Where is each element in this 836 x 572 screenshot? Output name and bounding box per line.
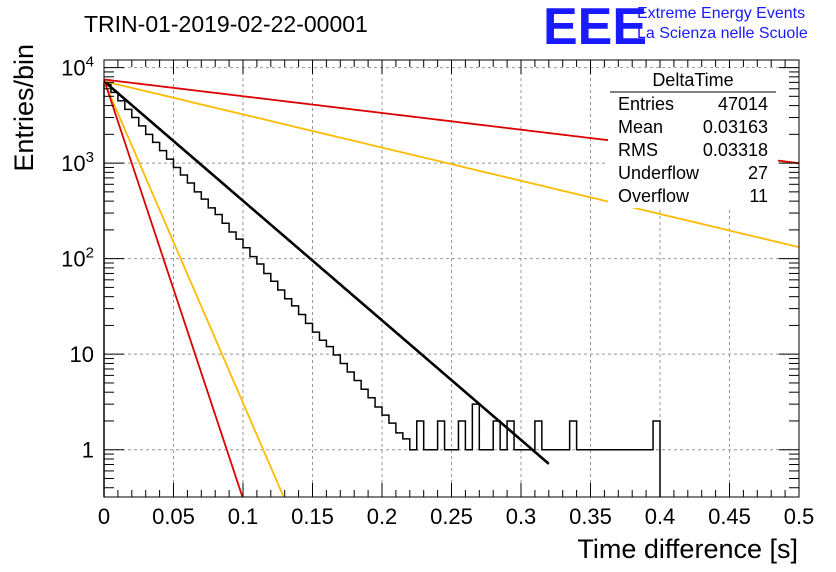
fit-curve-upper-orange (103, 80, 800, 249)
fit-curve-lower-orange (103, 80, 285, 497)
x-tick-label: 0.5 (784, 504, 815, 529)
x-tick-label: 0.1 (228, 504, 259, 529)
stats-box-bg (608, 68, 778, 208)
x-tick-label: 0 (98, 504, 110, 529)
y-tick-label: 104 (61, 54, 94, 81)
x-tick-labels: 0 0.05 0.1 0.15 0.2 0.25 0.3 0.35 0.4 0.45 0.5 (98, 504, 814, 529)
stats-label-mean: Mean (618, 117, 663, 137)
x-tick-label: 0.35 (569, 504, 612, 529)
x-tick-label: 0.15 (291, 504, 334, 529)
histogram (103, 82, 661, 497)
y-axis-label: Entries/bin (9, 44, 39, 172)
fit-curves (103, 78, 800, 497)
fit-curve-fit (103, 80, 550, 465)
x-tick-label: 0.25 (430, 504, 473, 529)
stats-label-overflow: Overflow (618, 186, 690, 206)
stats-box: DeltaTime Entries 47014 Mean 0.03163 RMS… (608, 68, 778, 208)
x-axis-label: Time difference [s] (577, 534, 798, 564)
eee-logo-mark: EEE (543, 0, 647, 56)
chart-title: TRIN-01-2019-02-22-00001 (84, 11, 368, 37)
fit-curve-lower-red (103, 79, 244, 497)
stats-value-rms: 0.03318 (703, 140, 768, 160)
stats-value-entries: 47014 (718, 94, 768, 114)
y-tick-labels: 1 10 102 103 104 (61, 54, 94, 463)
stats-label-rms: RMS (618, 140, 658, 160)
y-tick-label: 103 (61, 149, 94, 176)
stats-label-entries: Entries (618, 94, 674, 114)
x-tick-label: 0.45 (708, 504, 751, 529)
x-tick-label: 0.05 (152, 504, 195, 529)
x-tick-label: 0.3 (506, 504, 537, 529)
stats-value-overflow: 11 (749, 186, 768, 206)
histogram-steps (103, 82, 661, 497)
stats-label-underflow: Underflow (618, 163, 700, 183)
axis-ticks (103, 60, 800, 497)
y-tick-label: 102 (61, 245, 94, 272)
stats-value-mean: 0.03163 (703, 117, 768, 137)
eee-logo-line2: La Scienza nelle Scuole (637, 25, 808, 42)
stats-value-underflow: 27 (748, 163, 768, 183)
eee-logo-line1: Extreme Energy Events (637, 5, 805, 22)
y-tick-label: 1 (82, 438, 94, 463)
eee-logo: EEE Extreme Energy Events La Scienza nel… (543, 0, 808, 56)
y-tick-label: 10 (70, 342, 94, 367)
x-tick-label: 0.4 (645, 504, 676, 529)
stats-box-title: DeltaTime (652, 70, 733, 90)
x-tick-label: 0.2 (367, 504, 398, 529)
